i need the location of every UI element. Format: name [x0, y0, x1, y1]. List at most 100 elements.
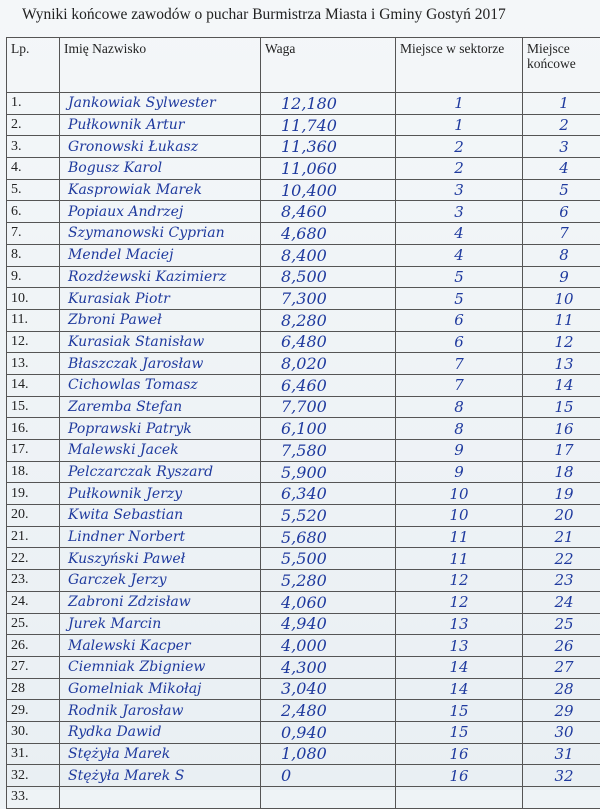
final-place: 23	[523, 570, 600, 592]
sector-place: 9	[396, 461, 523, 483]
weight: 11,360	[261, 136, 396, 158]
weight: 1,080	[261, 743, 396, 765]
row-number: 3.	[7, 136, 60, 158]
final-place: 15	[523, 396, 600, 418]
row-number: 23.	[7, 570, 60, 592]
row-number: 9.	[7, 266, 60, 288]
weight: 6,100	[261, 418, 396, 440]
weight: 5,900	[261, 461, 396, 483]
weight: 7,700	[261, 396, 396, 418]
final-place: 22	[523, 548, 600, 570]
sector-place: 4	[396, 244, 523, 266]
competitor-name: Stężyła Marek	[60, 743, 261, 765]
final-place: 27	[523, 656, 600, 678]
competitor-name: Poprawski Patryk	[60, 418, 261, 440]
row-number: 27.	[7, 656, 60, 678]
final-place: 9	[523, 266, 600, 288]
competitor-name: Lindner Norbert	[60, 526, 261, 548]
row-number: 31.	[7, 743, 60, 765]
weight: 4,680	[261, 223, 396, 245]
competitor-name: Zbroni Paweł	[60, 309, 261, 331]
row-number: 15.	[7, 396, 60, 418]
sector-place: 6	[396, 309, 523, 331]
competitor-name: Kwita Sebastian	[60, 505, 261, 527]
sector-place: 3	[396, 179, 523, 201]
sector-place: 14	[396, 678, 523, 700]
final-place: 19	[523, 483, 600, 505]
competitor-name: Rydka Dawid	[60, 721, 261, 743]
sector-place: 10	[396, 483, 523, 505]
row-number: 29.	[7, 700, 60, 722]
row-number: 10.	[7, 288, 60, 310]
weight: 8,280	[261, 309, 396, 331]
competitor-name: Kurasiak Piotr	[60, 288, 261, 310]
row-number: 22.	[7, 548, 60, 570]
final-place: 12	[523, 331, 600, 353]
sector-place: 5	[396, 266, 523, 288]
sector-place: 15	[396, 700, 523, 722]
row-number: 7.	[7, 223, 60, 245]
competitor-name: Rodnik Jarosław	[60, 700, 261, 722]
header-final-place: Miejsce końcowe	[523, 38, 600, 93]
header-sector-place: Miejsce w sektorze	[396, 38, 523, 93]
row-number: 19.	[7, 483, 60, 505]
final-place: 21	[523, 526, 600, 548]
sector-place: 2	[396, 158, 523, 180]
row-number: 11.	[7, 309, 60, 331]
final-place: 1	[523, 93, 600, 115]
competitor-name: Błaszczak Jarosław	[60, 353, 261, 375]
final-place: 3	[523, 136, 600, 158]
row-number: 26.	[7, 635, 60, 657]
final-place: 32	[523, 765, 600, 787]
row-number: 32.	[7, 765, 60, 787]
sector-place: 8	[396, 418, 523, 440]
competitor-name: Zaremba Stefan	[60, 396, 261, 418]
final-place: 4	[523, 158, 600, 180]
final-place: 28	[523, 678, 600, 700]
weight: 0,940	[261, 721, 396, 743]
competitor-name: Mendel Maciej	[60, 244, 261, 266]
weight: 12,180	[261, 93, 396, 115]
final-place: 5	[523, 179, 600, 201]
competitor-name: Bogusz Karol	[60, 158, 261, 180]
sector-place: 12	[396, 570, 523, 592]
competitor-name: Stężyła Marek S	[60, 765, 261, 787]
competitor-name: Szymanowski Cyprian	[60, 223, 261, 245]
competitor-name: Pułkownik Artur	[60, 114, 261, 136]
results-table: Lp. Imię Nazwisko Waga Miejsce w sektorz…	[6, 37, 600, 809]
sector-place: 9	[396, 440, 523, 462]
row-number: 6.	[7, 201, 60, 223]
competitor-name: Jurek Marcin	[60, 613, 261, 635]
competitor-name: Kurasiak Stanisław	[60, 331, 261, 353]
sector-place: 13	[396, 613, 523, 635]
final-place: 11	[523, 309, 600, 331]
competitor-name: Gomelniak Mikołaj	[60, 678, 261, 700]
final-place: 18	[523, 461, 600, 483]
row-number: 8.	[7, 244, 60, 266]
weight: 5,520	[261, 505, 396, 527]
competitor-name: Jankowiak Sylwester	[60, 93, 261, 115]
sector-place: 1	[396, 93, 523, 115]
weight: 8,460	[261, 201, 396, 223]
